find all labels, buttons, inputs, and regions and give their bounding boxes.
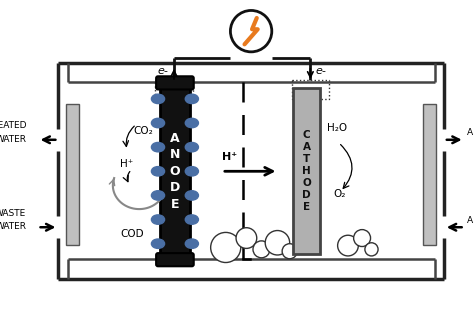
Circle shape [282, 244, 297, 259]
Text: A
N
O
D
E: A N O D E [170, 132, 180, 211]
FancyBboxPatch shape [156, 76, 194, 90]
Bar [66, 104, 79, 245]
Ellipse shape [151, 94, 164, 104]
Text: e-: e- [315, 67, 326, 76]
Ellipse shape [185, 94, 199, 104]
Text: H₂O: H₂O [327, 123, 347, 133]
Ellipse shape [185, 215, 199, 224]
Bar [292, 80, 329, 99]
Text: H⁺: H⁺ [222, 152, 237, 162]
Text: e-: e- [157, 67, 168, 76]
Text: CO₂: CO₂ [134, 126, 153, 136]
Text: AIR OUT: AIR OUT [467, 128, 474, 137]
Text: WATER: WATER [0, 135, 27, 144]
Circle shape [354, 229, 371, 246]
Circle shape [253, 241, 270, 258]
Circle shape [337, 235, 358, 256]
Circle shape [265, 230, 290, 255]
Text: TREATED: TREATED [0, 122, 27, 131]
Circle shape [210, 232, 241, 262]
Text: C
A
T
H
O
D
E: C A T H O D E [302, 130, 311, 212]
Text: AIR IN: AIR IN [467, 216, 474, 225]
Ellipse shape [185, 239, 199, 248]
Bar [423, 104, 437, 245]
Ellipse shape [185, 191, 199, 200]
Text: COD: COD [120, 229, 144, 239]
Bar [155, 80, 193, 99]
Circle shape [365, 243, 378, 256]
Ellipse shape [151, 215, 164, 224]
Circle shape [230, 11, 272, 52]
Ellipse shape [151, 167, 164, 176]
Circle shape [236, 228, 257, 248]
Ellipse shape [185, 167, 199, 176]
FancyBboxPatch shape [156, 253, 194, 266]
Ellipse shape [185, 142, 199, 152]
Text: WATER: WATER [0, 222, 27, 231]
Ellipse shape [151, 239, 164, 248]
Text: H⁺: H⁺ [120, 159, 134, 169]
Ellipse shape [151, 191, 164, 200]
Ellipse shape [151, 142, 164, 152]
Text: WASTE: WASTE [0, 209, 27, 218]
Bar [293, 88, 320, 254]
Ellipse shape [151, 118, 164, 128]
Bar [160, 82, 190, 260]
Ellipse shape [185, 118, 199, 128]
Text: O₂: O₂ [333, 189, 345, 199]
